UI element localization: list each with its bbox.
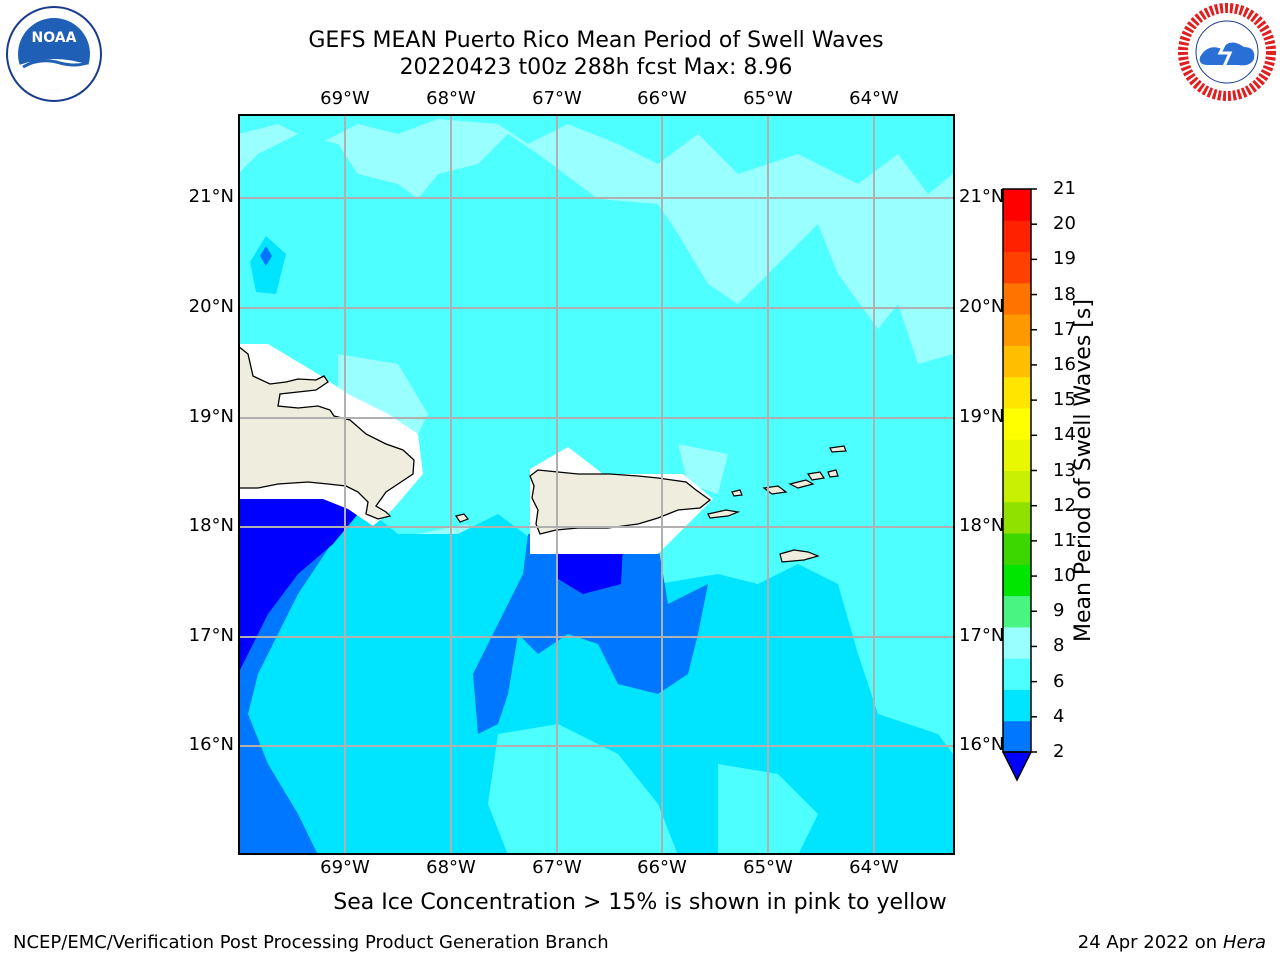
ocean-band-north (239, 115, 953, 194)
sea-ice-note: Sea Ice Concentration > 15% is shown in … (333, 890, 947, 915)
colorbar-segment (1003, 345, 1031, 378)
footer-branch: NCEP/EMC/Verification Post Processing Pr… (13, 932, 609, 953)
lon-label-top: 67°W (532, 88, 582, 109)
mona-island (455, 513, 469, 523)
colorbar-segment (1003, 595, 1031, 628)
lat-label-left: 21°N (188, 186, 234, 207)
colorbar-tick-label: 16 (1053, 353, 1076, 375)
lat-label-right: 20°N (959, 296, 1005, 317)
colorbar-tick-label: 9 (1053, 600, 1065, 622)
colorbar-segment (1003, 251, 1031, 284)
lat-label-right: 16°N (959, 734, 1005, 755)
swell-below-2s-sw (239, 499, 358, 672)
colorbar-segment (1003, 220, 1031, 253)
virgin-islands (762, 469, 839, 495)
lat-label-left: 17°N (188, 625, 234, 646)
colorbar-segment (1003, 407, 1031, 440)
colorbar-segment (1003, 439, 1031, 471)
swell-6-8s-spot (250, 236, 286, 294)
swell-8-9s-region (239, 115, 953, 364)
svg-text:NOAA: NOAA (32, 30, 77, 46)
colorbar-tick-label: 20 (1053, 213, 1076, 235)
colorbar-extend-min-arrow (1001, 751, 1033, 782)
noaa-logo: NOAA (6, 6, 102, 102)
st-croix-island (779, 549, 820, 563)
colorbar-tick-label: 6 (1053, 670, 1065, 692)
ocean-patch (488, 724, 678, 854)
lat-label-left: 20°N (188, 296, 234, 317)
footer-date-text: 24 Apr 2022 on (1077, 932, 1223, 953)
colorbar-segment (1003, 282, 1031, 315)
lat-label-right: 21°N (959, 186, 1005, 207)
colorbar (1001, 188, 1037, 782)
lat-label-right: 18°N (959, 515, 1005, 536)
colorbar-segment (1003, 376, 1031, 409)
swell-2-4s-spot (260, 246, 272, 266)
culebra-island (731, 489, 743, 497)
colorbar-segment (1003, 189, 1031, 221)
colorbar-tick-label: 14 (1053, 424, 1076, 446)
colorbar-tick-label: 21 (1053, 178, 1076, 199)
vieques-island (707, 509, 741, 519)
lon-label-bottom: 67°W (532, 857, 582, 878)
colorbar-tick-label: 4 (1053, 705, 1065, 727)
chart-subtitle: 20220423 t00z 288h fcst Max: 8.96 (399, 55, 793, 80)
colorbar-segment (1003, 470, 1031, 503)
puerto-rico-land (529, 469, 712, 535)
lat-label-left: 19°N (188, 406, 234, 427)
colorbar-segment (1003, 658, 1031, 690)
colorbar-tick-label: 13 (1053, 459, 1076, 481)
colorbar-tick-label: 17 (1053, 318, 1076, 340)
colorbar-segment (1003, 626, 1031, 659)
map-panel (238, 114, 955, 855)
anegada-island (829, 445, 847, 453)
lon-label-bottom: 69°W (320, 857, 370, 878)
lon-label-top: 65°W (743, 88, 793, 109)
colorbar-segment (1003, 314, 1031, 346)
lon-label-top: 68°W (426, 88, 476, 109)
swell-2-4s-plume (473, 534, 708, 734)
lon-label-bottom: 66°W (637, 857, 687, 878)
lon-label-bottom: 68°W (426, 857, 476, 878)
lat-label-left: 18°N (188, 515, 234, 536)
lon-label-top: 64°W (849, 88, 899, 109)
national-weather-service-logo (1178, 3, 1276, 101)
colorbar-tick-label: 15 (1053, 389, 1076, 411)
colorbar-tick-label: 11 (1053, 529, 1076, 551)
colorbar-tick-label: 8 (1053, 635, 1065, 657)
gridlines (239, 115, 954, 854)
colorbar-tick-label: 2 (1053, 741, 1065, 762)
colorbar-tick-label: 18 (1053, 283, 1076, 305)
lat-label-right: 17°N (959, 625, 1005, 646)
colorbar-tick-label: 19 (1053, 248, 1076, 270)
lon-label-bottom: 64°W (849, 857, 899, 878)
lat-label-right: 19°N (959, 406, 1005, 427)
lon-label-top: 66°W (637, 88, 687, 109)
hispaniola-land (239, 345, 415, 520)
swell-6-8s-region (239, 494, 953, 854)
colorbar-label: Mean Period of Swell Waves [s] (1071, 299, 1096, 642)
ocean-patch (458, 174, 558, 304)
colorbar-segment (1003, 501, 1031, 534)
colorbar-segment (1003, 564, 1031, 597)
colorbar-segment (1003, 689, 1031, 722)
colorbar-segment (1003, 720, 1031, 753)
footer-host: Hera (1222, 932, 1266, 953)
lon-label-top: 69°W (320, 88, 370, 109)
colorbar-segment (1003, 533, 1031, 565)
colorbar-tick-label: 12 (1053, 494, 1076, 516)
swell-below-2s-pr (558, 544, 623, 594)
chart-title: GEFS MEAN Puerto Rico Mean Period of Swe… (308, 28, 884, 53)
colorbar-tick-label: 10 (1053, 565, 1076, 587)
map-frame (238, 114, 955, 855)
lat-label-left: 16°N (188, 734, 234, 755)
lon-label-bottom: 65°W (743, 857, 793, 878)
footer-date: 24 Apr 2022 on Hera (1078, 932, 1266, 954)
